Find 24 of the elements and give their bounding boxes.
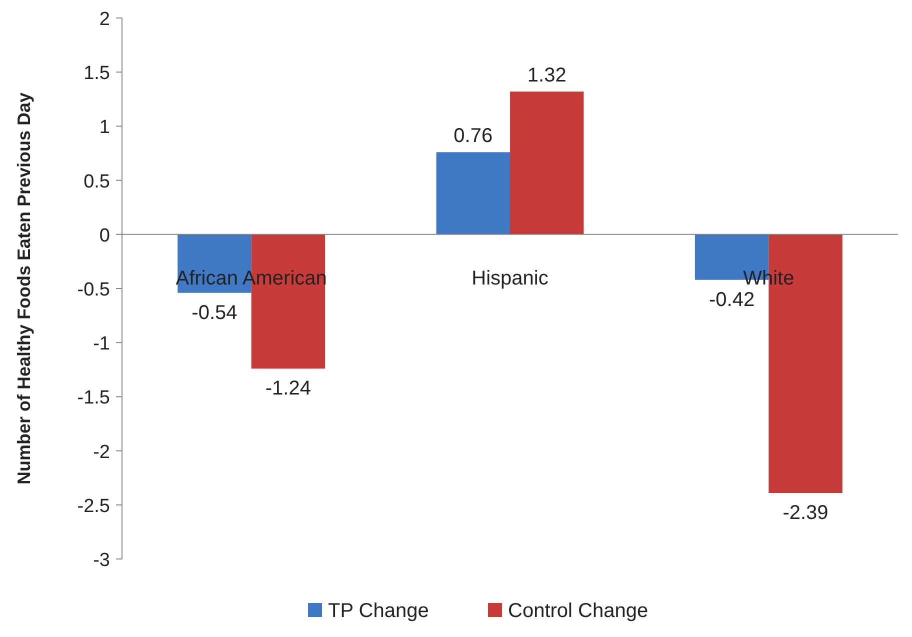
y-tick-label: -2	[93, 442, 110, 463]
data-label: 0.76	[454, 125, 493, 148]
legend-label: TP Change	[328, 600, 429, 622]
y-tick-label: -2.5	[77, 496, 110, 517]
y-tick-label: 0	[99, 225, 110, 246]
bar	[436, 152, 510, 234]
y-tick-label: 0.5	[84, 171, 110, 192]
bar	[510, 92, 584, 234]
data-label: -2.39	[782, 502, 828, 524]
y-axis-title: Number of Healthy Foods Eaten Previous Day	[14, 92, 34, 485]
data-label: -0.54	[192, 302, 238, 324]
y-tick-label: 2	[99, 9, 110, 30]
y-tick-label: 1	[99, 117, 110, 138]
y-tick-label: 1.5	[84, 63, 110, 84]
x-tick-label: Hispanic	[472, 267, 548, 290]
x-tick-label: White	[743, 267, 794, 290]
data-label: 1.32	[527, 64, 566, 87]
y-tick-label: -1	[93, 334, 110, 355]
legend-label: Control Change	[508, 600, 648, 622]
y-tick-label: -3	[93, 550, 110, 571]
y-tick-label: -1.5	[77, 388, 110, 409]
data-label: -0.42	[709, 288, 755, 311]
y-tick-label: -0.5	[77, 280, 110, 300]
data-label: -1.24	[265, 378, 311, 400]
